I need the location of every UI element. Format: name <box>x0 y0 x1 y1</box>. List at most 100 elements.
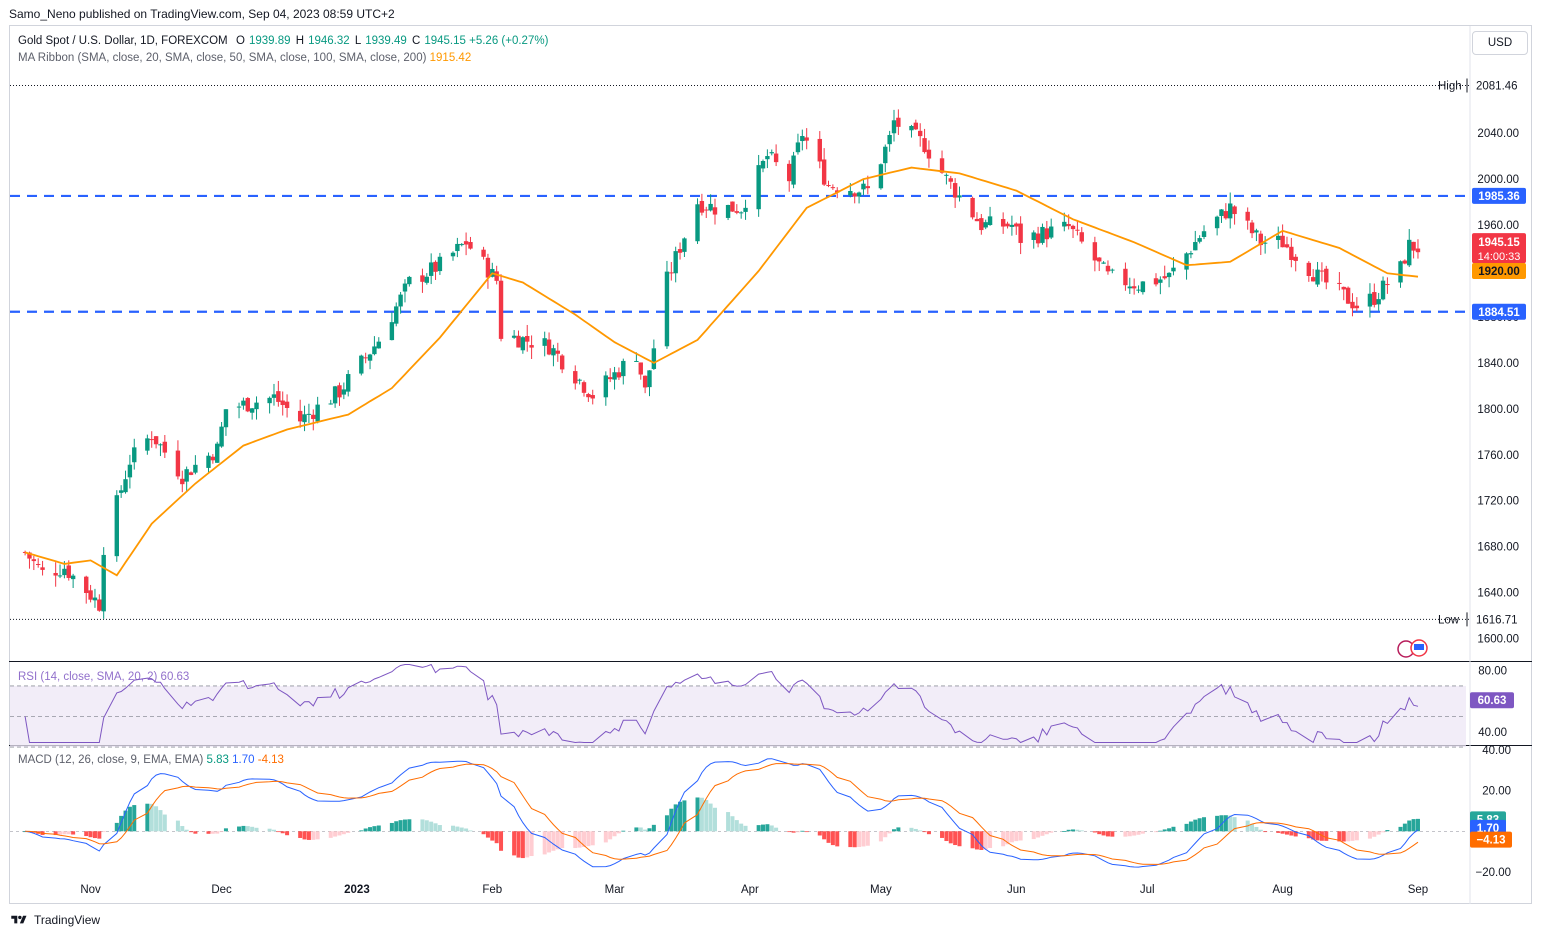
macd-histogram-bar <box>769 825 774 832</box>
macd-histogram-bar <box>804 831 809 833</box>
macd-histogram-bar <box>743 825 748 832</box>
candle-body <box>1245 211 1250 221</box>
macd-histogram-bar <box>481 831 486 835</box>
ma-value: 1915.42 <box>429 52 472 64</box>
macd-histogram-bar <box>892 829 897 832</box>
candle-body <box>31 559 37 562</box>
candle-body <box>468 242 473 249</box>
macd-histogram-bar <box>1223 815 1228 832</box>
high-value: 1946.32 <box>308 35 350 47</box>
symbol-name: Gold Spot / U.S. Dollar, 1D, FOREXCOM <box>18 35 228 47</box>
candle-body <box>1407 239 1412 266</box>
candle-body <box>180 478 185 485</box>
candle-body <box>1048 226 1054 238</box>
candle-body <box>175 450 181 477</box>
candle-body <box>328 403 333 405</box>
candle-body <box>1014 223 1019 227</box>
macd-histogram-bar <box>1031 831 1036 840</box>
macd-histogram-bar <box>451 825 456 832</box>
candle-body <box>1101 262 1106 264</box>
candle-body <box>188 472 194 475</box>
macd-histogram-bar <box>1202 817 1207 832</box>
price-tick-label: 2000.00 <box>1477 174 1519 186</box>
macd-histogram-bar <box>429 821 434 832</box>
candle-body <box>359 355 364 374</box>
candle-body <box>1350 301 1355 309</box>
candle-body <box>162 441 168 453</box>
candle-body <box>1398 261 1403 283</box>
macd-histogram-bar <box>1071 829 1076 832</box>
candle-body <box>1254 230 1259 233</box>
macd-histogram-bar <box>787 831 792 833</box>
macd-histogram-bar <box>520 831 525 859</box>
macd-histogram-bar <box>62 831 67 835</box>
time-axis-label: Apr <box>741 884 759 896</box>
candle-body <box>407 276 412 285</box>
macd-legend: MACD (12, 26, close, 9, EMA, EMA) 5.83 1… <box>18 754 284 766</box>
macd-histogram-bar <box>437 825 442 832</box>
macd-histogram-bar <box>58 831 63 835</box>
candle-body <box>577 379 582 381</box>
candle-body <box>896 117 901 127</box>
macd-histogram-bar <box>132 805 137 832</box>
candle-body <box>773 153 779 163</box>
macd-histogram-bar <box>1289 831 1294 836</box>
macd-histogram-bar <box>1197 818 1202 832</box>
time-axis-label: Dec <box>211 884 232 896</box>
macd-histogram-bar <box>1062 831 1067 832</box>
macd-histogram-bar <box>464 828 469 832</box>
macd-histogram-bar <box>1258 829 1263 832</box>
macd-histogram-bar <box>1009 831 1014 843</box>
candle-body <box>306 413 312 415</box>
macd-histogram-bar <box>1110 831 1115 837</box>
candle-body <box>1062 221 1067 227</box>
macd-histogram-bar <box>979 831 984 850</box>
candle-body <box>1044 228 1050 240</box>
candle-body <box>184 469 189 482</box>
candle-body <box>865 186 871 189</box>
macd-histogram-bar <box>835 831 840 847</box>
rsi-tick-label: 40.00 <box>1478 727 1507 739</box>
candle-body <box>1136 289 1141 291</box>
macd-histogram-bar <box>970 831 975 849</box>
macd-histogram-bar <box>634 827 639 832</box>
candle-body <box>249 408 255 413</box>
candle-body <box>1075 229 1080 231</box>
macd-histogram-bar <box>1402 823 1407 832</box>
candle-body <box>424 276 430 283</box>
macd-histogram-bar <box>1215 815 1220 832</box>
macd-histogram-bar <box>368 827 373 832</box>
candle-body <box>62 568 67 576</box>
macd-line-value: 1.70 <box>232 754 255 766</box>
candle-body <box>520 337 526 351</box>
macd-histogram-bar <box>215 831 220 834</box>
macd-histogram-bar <box>219 831 224 833</box>
currency-button[interactable]: USD <box>1472 31 1528 55</box>
candle-body <box>573 371 578 384</box>
macd-histogram-bar <box>664 815 669 832</box>
candle-body <box>970 197 975 218</box>
candle-body <box>1184 253 1189 270</box>
candle-body <box>664 271 670 347</box>
macd-line <box>25 758 1419 868</box>
candle-body <box>1127 286 1132 289</box>
time-axis-label: Mar <box>605 884 625 896</box>
last-price-tag: 1945.15 <box>1478 237 1520 249</box>
price-tick-label: 1680.00 <box>1477 542 1519 554</box>
macd-histogram-bar <box>883 831 888 838</box>
candle-body <box>1005 223 1010 227</box>
candle-body <box>852 193 857 197</box>
candle-body <box>193 464 198 473</box>
candle-body <box>791 155 796 185</box>
candle-body <box>1110 269 1115 271</box>
candle-body <box>1066 224 1071 227</box>
macd-histogram-bar <box>1254 826 1259 832</box>
candle-body <box>1276 235 1281 241</box>
candle-body <box>529 345 534 348</box>
macd-histogram-bar <box>494 831 499 844</box>
rsi-value-tag: 60.63 <box>1478 695 1507 707</box>
macd-histogram-bar <box>673 804 678 832</box>
macd-histogram-bar <box>948 831 953 844</box>
macd-histogram-bar <box>525 831 530 858</box>
